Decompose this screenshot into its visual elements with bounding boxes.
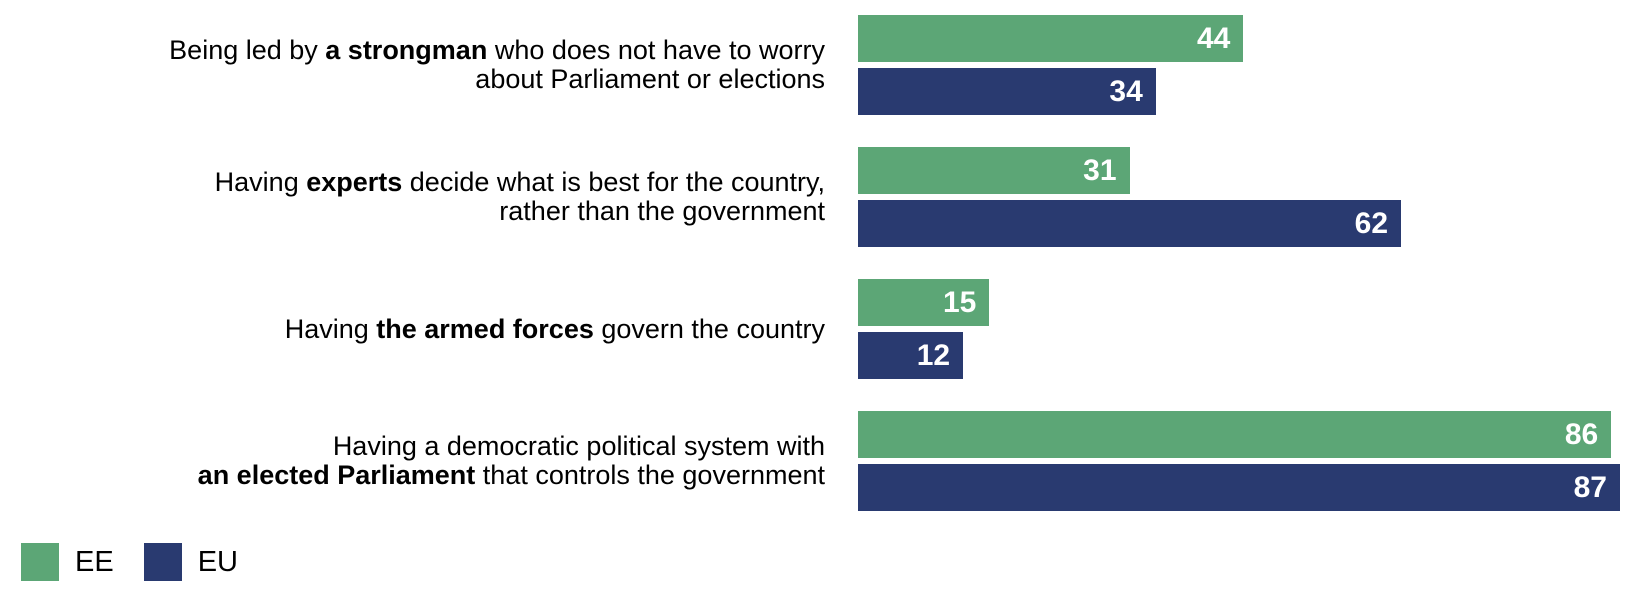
chart-row-1: Being led by a strongman who does not ha… xyxy=(0,15,1638,115)
chart-rows: Being led by a strongman who does not ha… xyxy=(0,15,1638,511)
bar-group: 31 62 xyxy=(858,147,1620,247)
bar-value-eu: 62 xyxy=(1354,206,1389,240)
bar-value-eu: 87 xyxy=(1573,470,1607,504)
category-label: Having a democratic political system wit… xyxy=(0,432,858,490)
legend: EE EU xyxy=(21,543,1638,581)
category-label-line: about Parliament or elections xyxy=(475,64,825,94)
bar-value-eu: 12 xyxy=(916,338,951,372)
category-label-line: Being led by a strongman who does not ha… xyxy=(169,35,825,65)
legend-label-eu: EU xyxy=(197,545,238,578)
bar-value-eu: 34 xyxy=(1109,74,1143,108)
bar-group: 15 12 xyxy=(858,279,1620,379)
bar-ee: 31 xyxy=(858,147,1130,194)
chart-row-4: Having a democratic political system wit… xyxy=(0,411,1638,511)
category-label-line: Having experts decide what is best for t… xyxy=(214,167,825,197)
bar-value-ee: 86 xyxy=(1564,417,1599,451)
bar-value-ee: 15 xyxy=(943,285,977,319)
category-label-line: rather than the government xyxy=(499,196,825,226)
category-label: Having experts decide what is best for t… xyxy=(0,168,858,226)
category-label: Being led by a strongman who does not ha… xyxy=(0,36,858,94)
bar-ee: 15 xyxy=(858,279,990,326)
legend-label-ee: EE xyxy=(75,545,114,578)
legend-swatch-eu xyxy=(143,543,182,581)
bar-ee: 86 xyxy=(858,411,1612,458)
bar-value-ee: 31 xyxy=(1083,153,1117,187)
bar-group: 86 87 xyxy=(858,411,1620,511)
category-label-line: Having the armed forces govern the count… xyxy=(284,313,825,344)
bar-group: 44 34 xyxy=(858,15,1620,115)
bar-eu: 62 xyxy=(858,200,1402,247)
bar-value-ee: 44 xyxy=(1197,21,1231,55)
bar-ee: 44 xyxy=(858,15,1244,62)
chart-row-2: Having experts decide what is best for t… xyxy=(0,147,1638,247)
chart-row-3: Having the armed forces govern the count… xyxy=(0,279,1638,379)
category-label: Having the armed forces govern the count… xyxy=(0,313,858,344)
bar-eu: 87 xyxy=(858,464,1620,511)
legend-swatch-ee xyxy=(21,543,59,581)
bar-eu: 34 xyxy=(858,68,1156,115)
legend-item-eu: EU xyxy=(143,543,238,581)
category-label-line: Having a democratic political system wit… xyxy=(332,431,825,461)
legend-item-ee: EE xyxy=(21,543,114,581)
category-label-line: an elected Parliament that controls the … xyxy=(197,460,825,490)
bar-eu: 12 xyxy=(858,332,964,379)
